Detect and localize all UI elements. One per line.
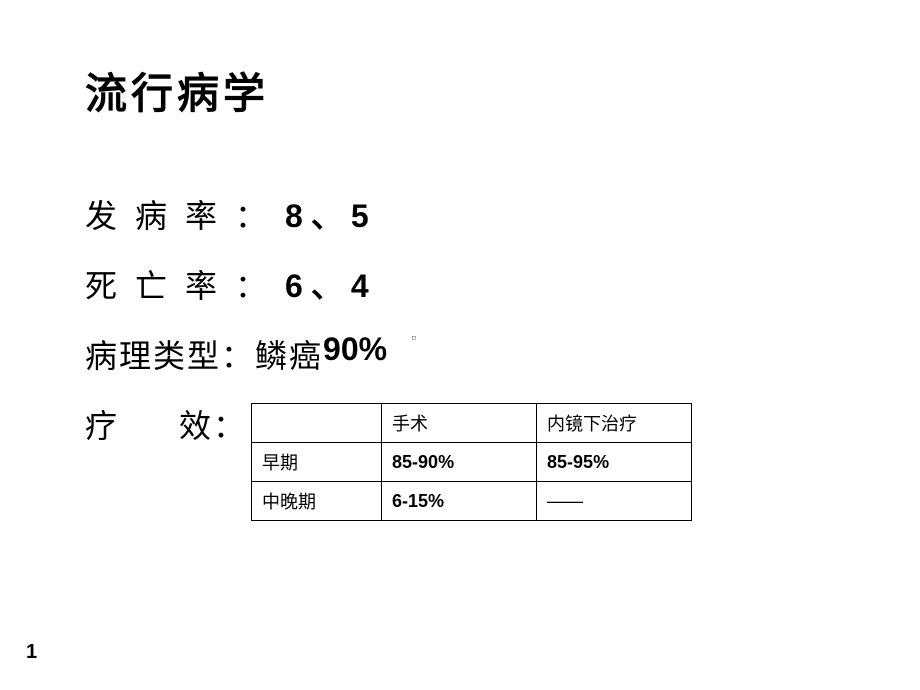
pathology-label: 病理类型： <box>85 331 255 377</box>
efficacy-label-pre: 疗 <box>85 408 119 444</box>
table-row: 早期 85-90% 85-95% <box>252 443 692 482</box>
mortality-value: 6、4 <box>285 261 377 307</box>
header-endoscopy: 内镜下治疗 <box>537 404 692 443</box>
mortality-line: 死亡率： 6、4 <box>85 261 835 307</box>
cell-stage: 早期 <box>252 443 382 482</box>
cell-surgery: 6-15% <box>382 482 537 521</box>
mortality-label: 死亡率： <box>85 261 285 307</box>
pathology-value-pct: 90% <box>323 331 387 368</box>
efficacy-label-post: 效： <box>179 408 247 444</box>
efficacy-label: 疗 效： <box>85 401 247 447</box>
table-row: 中晚期 6-15% —— <box>252 482 692 521</box>
efficacy-row: 疗 效： 手术 内镜下治疗 早期 85-90% 85-95% 中晚期 6-15% … <box>85 401 835 521</box>
header-surgery: 手术 <box>382 404 537 443</box>
pathology-line: 病理类型： 鳞癌 90% ▫ <box>85 331 835 377</box>
cell-endoscopy: 85-95% <box>537 443 692 482</box>
pathology-value-cn: 鳞癌 <box>255 331 323 377</box>
slide-container: 流行病学 发病率： 8、5 死亡率： 6、4 病理类型： 鳞癌 90% ▫ 疗 效… <box>0 0 920 690</box>
cell-endoscopy: —— <box>537 482 692 521</box>
dot-marker-icon: ▫ <box>411 331 416 347</box>
table-row: 手术 内镜下治疗 <box>252 404 692 443</box>
slide-number: 1 <box>26 641 37 664</box>
incidence-line: 发病率： 8、5 <box>85 191 835 237</box>
cell-surgery: 85-90% <box>382 443 537 482</box>
incidence-value: 8、5 <box>285 191 377 237</box>
page-title: 流行病学 <box>85 60 835 121</box>
cell-stage: 中晚期 <box>252 482 382 521</box>
header-stage <box>252 404 382 443</box>
efficacy-table: 手术 内镜下治疗 早期 85-90% 85-95% 中晚期 6-15% —— <box>251 403 692 521</box>
incidence-label: 发病率： <box>85 191 285 237</box>
